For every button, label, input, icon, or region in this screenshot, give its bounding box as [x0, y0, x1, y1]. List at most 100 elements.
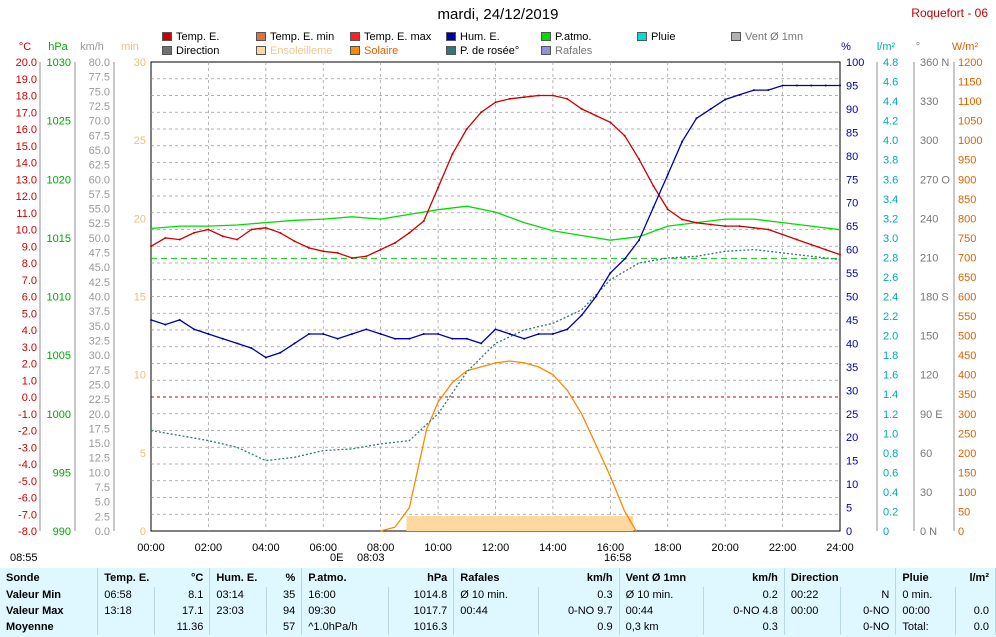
wind-tick: 7.5: [95, 482, 110, 494]
x-tick: 02:00: [195, 542, 223, 554]
humidity-tick: 100: [846, 57, 864, 69]
solar-tick: 100: [958, 487, 976, 499]
temperature-point: [350, 256, 353, 259]
solar-tick: 350: [958, 389, 976, 401]
sun-tick: 0: [140, 526, 146, 538]
unit-label: °C: [19, 41, 31, 53]
stats-cell: 8.1: [154, 587, 211, 603]
pressure-tick: 1010: [47, 292, 71, 304]
direction-tick: 120: [920, 370, 938, 382]
humidity-point: [207, 333, 210, 336]
humidity-point: [394, 337, 397, 340]
x-tick: 14:00: [539, 542, 567, 554]
temp-tick: 6.0: [22, 292, 37, 304]
legend-label: Solaire: [364, 45, 399, 57]
humidity-point: [638, 239, 641, 242]
legend-label: Hum. E.: [460, 31, 500, 43]
dewpoint-line: [150, 248, 841, 462]
humidity-point: [566, 328, 569, 331]
stats-cell: 0-NO: [840, 603, 897, 619]
wind-tick: 37.5: [89, 306, 110, 318]
temp-tick: 15.0: [16, 141, 37, 153]
x-tick: 04:00: [252, 542, 280, 554]
wind-tick: 12.5: [89, 453, 110, 465]
legend-swatch: [446, 32, 456, 41]
rain-tick: 0.2: [883, 506, 898, 518]
rain-tick: 3.6: [883, 174, 898, 186]
humidity-point: [666, 173, 669, 176]
legend-swatch: [541, 46, 551, 55]
stats-header: Vent Ø 1mn km/h: [619, 568, 785, 587]
temp-tick: 9.0: [22, 241, 37, 253]
solar-tick: 900: [958, 174, 976, 186]
humidity-point: [365, 328, 368, 331]
legend-swatch: [162, 32, 172, 41]
solar-tick: 800: [958, 213, 976, 225]
temp-tick: 12.0: [16, 191, 37, 203]
temperature-point: [150, 245, 152, 248]
legend-swatch: [350, 46, 360, 55]
temperature-point: [580, 107, 583, 110]
stats-cell: [784, 619, 842, 635]
temperature-point: [638, 158, 641, 161]
sun-tick: 30: [134, 57, 146, 69]
temperature-point: [609, 121, 612, 124]
direction-tick: 60: [920, 448, 932, 460]
humidity-point: [451, 337, 454, 340]
rain-tick: 3.8: [883, 155, 898, 167]
legend-label: Ensoleilleme: [270, 45, 333, 57]
wind-tick: 32.5: [89, 335, 110, 347]
temperature-point: [810, 243, 813, 246]
solar-tick: 0: [958, 526, 964, 538]
stats-header-unit: km/h: [752, 571, 778, 584]
stats-cell: 0.3: [703, 619, 785, 635]
stats-cell: 00:44: [453, 603, 540, 619]
humidity-tick: 85: [846, 127, 858, 139]
wind-tick: 60.0: [89, 174, 110, 186]
humidity-tick: 15: [846, 456, 858, 468]
humidity-point: [350, 333, 353, 336]
temp-tick: 8.0: [22, 258, 37, 270]
temperature-point: [394, 241, 397, 244]
direction-tick: 180 S: [920, 292, 949, 304]
legend-label: Temp. E. min: [270, 31, 335, 43]
solar-tick: 200: [958, 448, 976, 460]
temp-tick: 7.0: [22, 275, 37, 287]
humidity-tick: 50: [846, 292, 858, 304]
stats-cell: 1016.3: [388, 619, 455, 635]
wind-tick: 67.5: [89, 130, 110, 142]
stats-header: Direction: [784, 568, 897, 587]
direction-tick: 330: [920, 96, 938, 108]
temperature-point: [422, 220, 425, 223]
humidity-point: [752, 89, 755, 92]
wind-tick: 40.0: [89, 292, 110, 304]
temperature-point: [652, 184, 655, 187]
temp-tick: -8.0: [18, 526, 37, 538]
legend-item: Solaire: [350, 45, 398, 57]
solar-tick: 600: [958, 292, 976, 304]
temp-tick: 14.0: [16, 158, 37, 170]
stats-cell: 00:00: [895, 603, 957, 619]
wind-tick: 50.0: [89, 233, 110, 245]
rain-tick: 3.4: [883, 194, 898, 206]
humidity-point: [437, 333, 440, 336]
humidity-point: [795, 84, 798, 87]
humidity-point: [551, 333, 554, 336]
unit-label: °: [916, 41, 920, 53]
legend-label: Rafales: [555, 45, 593, 57]
wind-tick: 5.0: [95, 497, 110, 509]
sunshine-band: [406, 516, 634, 531]
solar-tick: 450: [958, 350, 976, 362]
sunset-mark: 16:58: [604, 552, 632, 564]
humidity-point: [810, 84, 813, 87]
stats-cell: 00:00: [784, 603, 842, 619]
rain-tick: 4.0: [883, 135, 898, 147]
temp-tick: -3.0: [18, 442, 37, 454]
humidity-point: [408, 337, 411, 340]
legend-label: Temp. E. max: [364, 31, 432, 43]
stats-cell: 1017.7: [388, 603, 455, 619]
humidity-point: [480, 342, 483, 345]
rain-tick: 0.8: [883, 448, 898, 460]
wind-tick: 70.0: [89, 116, 110, 128]
legend-item: Vent Ø 1mn: [731, 31, 803, 43]
